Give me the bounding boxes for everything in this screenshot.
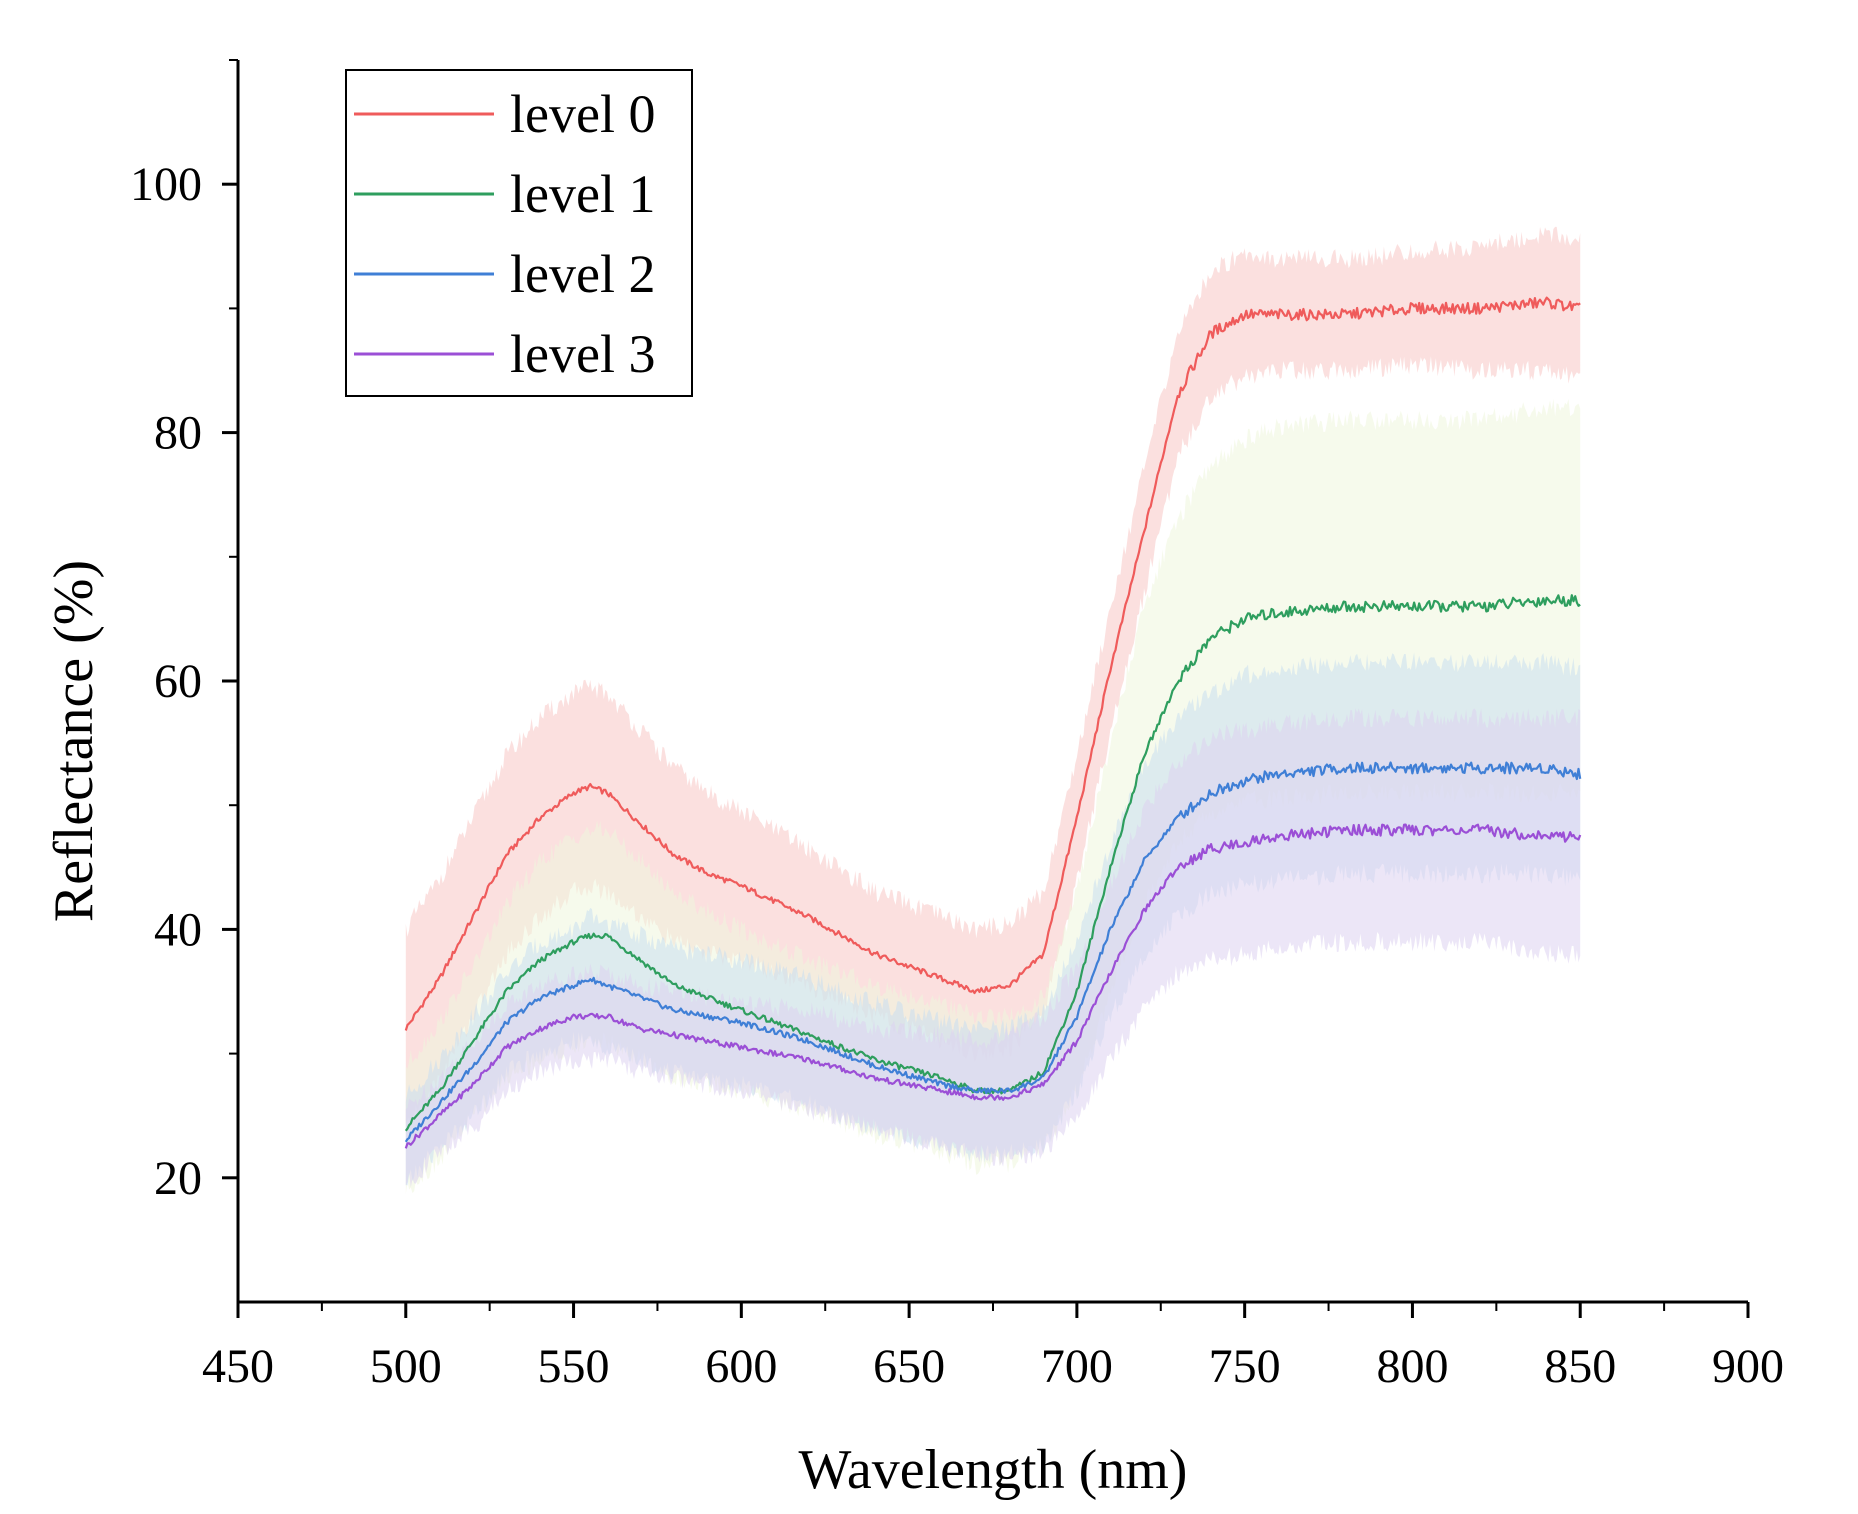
y-tick-label: 20 (154, 1152, 202, 1205)
x-tick-label: 700 (1041, 1340, 1113, 1393)
x-tick-label: 750 (1209, 1340, 1281, 1393)
x-tick-label: 500 (370, 1340, 442, 1393)
series-line-level-3 (404, 823, 1582, 1149)
ticks: 450 500 550 600 650 700 750 800 850 900 20 40 60 80 10… (130, 59, 1784, 1393)
series-line-level-0 (404, 296, 1581, 1031)
band-level-0 (405, 226, 1581, 1129)
legend-label: level 1 (510, 164, 655, 224)
legend-label: level 0 (510, 84, 655, 144)
legend-label: level 3 (510, 324, 655, 384)
band-level-3 (405, 708, 1581, 1188)
x-axis-title: Wavelength (nm) (799, 1439, 1188, 1501)
y-axis-title: Reflectance (%) (43, 560, 105, 922)
y-tick-label: 100 (130, 158, 202, 211)
series-lines (404, 296, 1582, 1149)
x-tick-label: 450 (202, 1340, 274, 1393)
series-line-level-1 (404, 594, 1581, 1132)
x-tick-label: 800 (1376, 1340, 1448, 1393)
y-tick-label: 80 (154, 407, 202, 460)
series-line-level-2 (404, 761, 1582, 1143)
x-tick-label: 550 (538, 1340, 610, 1393)
x-tick-label: 650 (873, 1340, 945, 1393)
legend-label: level 2 (510, 244, 655, 304)
x-tick-label: 600 (705, 1340, 777, 1393)
legend: level 0 level 1 level 2 level 3 (345, 69, 693, 397)
y-tick-label: 60 (154, 655, 202, 708)
x-tick-label: 850 (1544, 1340, 1616, 1393)
legend-box (345, 69, 693, 397)
y-tick-label: 40 (154, 903, 202, 956)
x-tick-label: 900 (1712, 1340, 1784, 1393)
